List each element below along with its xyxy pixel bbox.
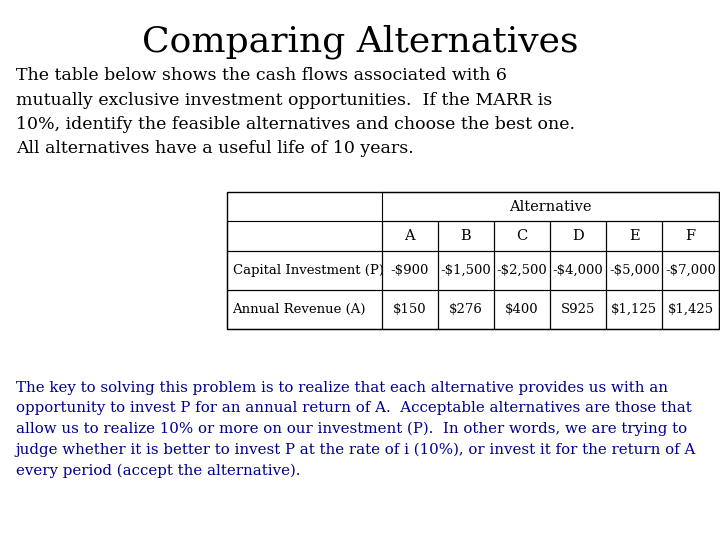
Text: -$1,500: -$1,500 (441, 264, 491, 277)
Text: A: A (405, 230, 415, 243)
Text: B: B (461, 230, 471, 243)
Bar (494, 290, 550, 329)
Text: -$7,000: -$7,000 (665, 264, 716, 277)
Text: Capital Investment (P): Capital Investment (P) (233, 264, 384, 277)
Text: D: D (572, 230, 584, 243)
Bar (382, 221, 438, 251)
Text: $276: $276 (449, 303, 483, 316)
Text: Alternative: Alternative (509, 200, 591, 213)
Bar (227, 290, 382, 329)
Text: $400: $400 (505, 303, 539, 316)
Text: $150: $150 (393, 303, 426, 316)
Text: $1,425: $1,425 (667, 303, 714, 316)
Text: C: C (516, 230, 528, 243)
Bar (606, 251, 662, 290)
Bar (662, 221, 719, 251)
Bar (438, 290, 494, 329)
Text: The table below shows the cash flows associated with 6
mutually exclusive invest: The table below shows the cash flows ass… (16, 68, 575, 157)
Text: Annual Revenue (A): Annual Revenue (A) (233, 303, 366, 316)
Bar (606, 290, 662, 329)
Bar (438, 251, 494, 290)
Bar (494, 221, 550, 251)
Bar (662, 251, 719, 290)
Text: -$4,000: -$4,000 (553, 264, 603, 277)
Bar (662, 290, 719, 329)
Bar (550, 221, 606, 251)
Bar (382, 251, 438, 290)
Bar (227, 221, 382, 251)
Bar (382, 290, 438, 329)
Bar (227, 192, 719, 329)
Bar (382, 192, 719, 221)
Text: -$900: -$900 (390, 264, 429, 277)
Text: The key to solving this problem is to realize that each alternative provides us : The key to solving this problem is to re… (16, 381, 696, 478)
Bar (550, 251, 606, 290)
Text: -$5,000: -$5,000 (609, 264, 660, 277)
Text: E: E (629, 230, 639, 243)
Text: S925: S925 (561, 303, 595, 316)
Text: F: F (685, 230, 696, 243)
Bar (606, 221, 662, 251)
Bar (550, 290, 606, 329)
Bar (227, 251, 382, 290)
Bar (494, 251, 550, 290)
Text: -$2,500: -$2,500 (497, 264, 547, 277)
Text: Comparing Alternatives: Comparing Alternatives (142, 24, 578, 59)
Text: $1,125: $1,125 (611, 303, 657, 316)
Bar (438, 221, 494, 251)
